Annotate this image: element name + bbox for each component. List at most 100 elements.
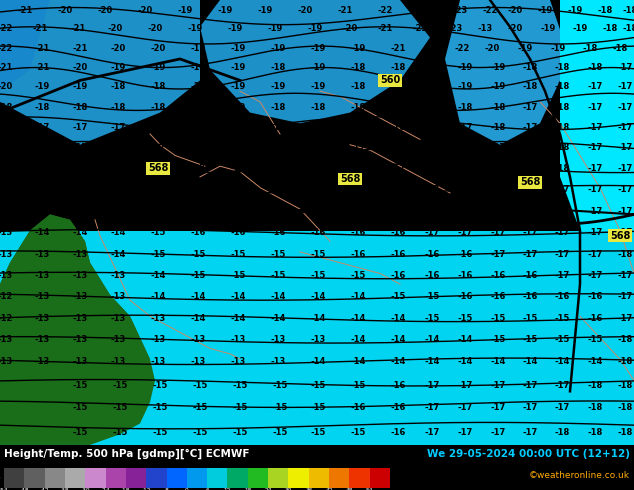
Text: -19: -19 (311, 123, 326, 132)
Text: -17: -17 (522, 207, 538, 216)
Bar (370, 468, 390, 488)
Text: -19: -19 (351, 44, 366, 53)
Text: -14: -14 (457, 335, 473, 344)
Text: -14: -14 (310, 293, 326, 301)
Text: -21: -21 (34, 44, 49, 53)
Text: -19: -19 (538, 6, 553, 15)
Text: -17: -17 (587, 249, 603, 259)
Text: -15: -15 (270, 271, 286, 280)
Text: -38: -38 (60, 489, 70, 490)
Text: -12: -12 (0, 293, 13, 301)
Text: -16: -16 (391, 403, 406, 412)
Text: -18: -18 (351, 123, 366, 132)
Text: -30: -30 (81, 489, 90, 490)
Text: -13: -13 (34, 357, 49, 366)
Text: -13: -13 (0, 249, 13, 259)
Text: -14: -14 (391, 314, 406, 323)
Text: -19: -19 (270, 123, 286, 132)
Text: -17: -17 (351, 164, 366, 173)
Text: -13: -13 (0, 228, 13, 237)
Text: -19: -19 (540, 24, 555, 33)
Text: -13: -13 (311, 335, 326, 344)
Text: -17: -17 (457, 123, 472, 132)
Text: -15: -15 (310, 403, 326, 412)
Text: -17: -17 (587, 144, 603, 152)
Text: -19: -19 (490, 63, 506, 72)
Text: -18: -18 (612, 44, 628, 53)
Text: -14: -14 (310, 314, 326, 323)
Text: -18: -18 (270, 63, 286, 72)
Polygon shape (0, 0, 200, 145)
Text: -16: -16 (457, 293, 473, 301)
Text: -15: -15 (522, 335, 538, 344)
Text: -20: -20 (484, 44, 500, 53)
Bar (228, 468, 248, 488)
Text: -16: -16 (150, 164, 165, 173)
Text: -13: -13 (34, 335, 49, 344)
Text: -16: -16 (391, 381, 406, 391)
Text: -14: -14 (351, 335, 366, 344)
Text: -22: -22 (455, 44, 470, 53)
Text: -19: -19 (311, 82, 326, 91)
Text: -15: -15 (554, 314, 570, 323)
Text: -14: -14 (230, 293, 246, 301)
Text: -17: -17 (490, 207, 506, 216)
Text: 12: 12 (224, 489, 231, 490)
Text: -19: -19 (270, 44, 286, 53)
Text: -19: -19 (230, 44, 245, 53)
Text: -18: -18 (391, 123, 406, 132)
Text: -15: -15 (232, 381, 248, 391)
Text: -15: -15 (310, 249, 326, 259)
Text: -17: -17 (424, 144, 439, 152)
Text: -16: -16 (522, 271, 538, 280)
Text: -17: -17 (424, 381, 439, 391)
Text: -19: -19 (268, 24, 283, 33)
Text: -21: -21 (391, 44, 406, 53)
Text: -16: -16 (150, 207, 165, 216)
Text: -15: -15 (152, 381, 167, 391)
Text: 18: 18 (244, 489, 252, 490)
Text: -17: -17 (522, 403, 538, 412)
Text: -17: -17 (554, 249, 569, 259)
Text: -17: -17 (554, 185, 569, 194)
Text: -19: -19 (567, 6, 583, 15)
Text: -17: -17 (457, 403, 472, 412)
Text: -14: -14 (351, 293, 366, 301)
Text: -18: -18 (72, 103, 87, 112)
Text: -15: -15 (230, 271, 246, 280)
Text: -14: -14 (587, 357, 603, 366)
Polygon shape (0, 230, 634, 445)
Text: We 29-05-2024 00:00 UTC (12+12): We 29-05-2024 00:00 UTC (12+12) (427, 449, 630, 459)
Text: -16: -16 (230, 228, 246, 237)
Text: -21: -21 (377, 24, 392, 33)
Text: -19: -19 (311, 44, 326, 53)
Text: -16: -16 (457, 249, 473, 259)
Text: -19: -19 (72, 82, 87, 91)
Text: -19: -19 (150, 63, 165, 72)
Text: -18: -18 (587, 63, 603, 72)
Text: -20: -20 (507, 6, 522, 15)
Text: -13: -13 (34, 271, 49, 280)
Text: -19: -19 (573, 24, 588, 33)
Text: -14: -14 (230, 314, 246, 323)
Text: -12: -12 (141, 489, 151, 490)
Text: -21: -21 (34, 63, 49, 72)
Text: -14: -14 (270, 314, 286, 323)
Text: -14: -14 (351, 357, 366, 366)
Text: -17: -17 (522, 185, 538, 194)
Text: -14: -14 (310, 357, 326, 366)
Text: -14: -14 (110, 228, 126, 237)
Text: -17: -17 (424, 207, 439, 216)
Text: -16: -16 (270, 207, 286, 216)
Text: -13: -13 (34, 249, 49, 259)
Text: -17: -17 (618, 207, 633, 216)
Text: -17: -17 (587, 228, 603, 237)
Text: -15: -15 (273, 428, 288, 437)
Text: -17: -17 (554, 403, 569, 412)
Text: -16: -16 (424, 271, 440, 280)
Text: -19: -19 (257, 6, 273, 15)
Text: -15: -15 (490, 335, 506, 344)
Text: -18: -18 (457, 103, 472, 112)
Text: -18: -18 (424, 103, 439, 112)
Bar (248, 468, 268, 488)
